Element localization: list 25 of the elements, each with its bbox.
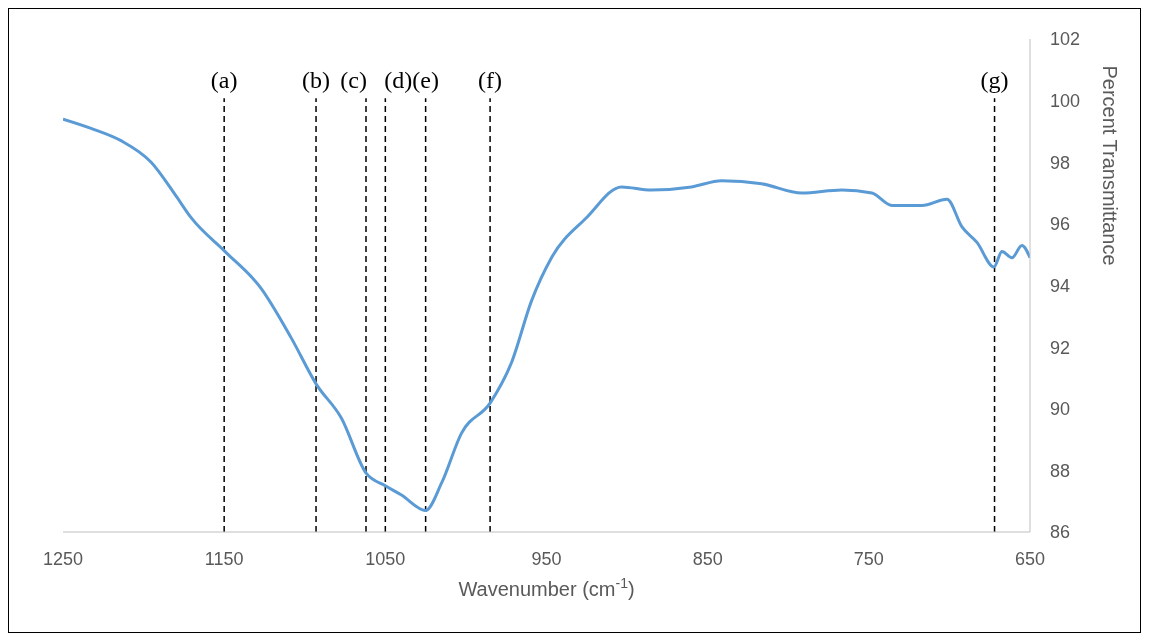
ref-line-label: (f): [478, 67, 503, 94]
ref-line-label: (g): [980, 67, 1009, 94]
y-tick-label: 94: [1050, 275, 1071, 296]
x-tick-label: 750: [853, 548, 884, 569]
x-tick-label: 1050: [365, 548, 406, 569]
x-tick-label: 1250: [42, 548, 84, 569]
ref-line-label: (a): [210, 67, 238, 94]
y-tick-label: 102: [1050, 29, 1081, 50]
y-tick-label: 90: [1050, 399, 1071, 420]
x-axis-title: Wavenumber (cm$^{-1}$): [458, 575, 635, 600]
y-tick-label: 92: [1050, 337, 1071, 358]
y-tick-label: 96: [1050, 214, 1071, 235]
y-tick-label: 88: [1050, 460, 1071, 481]
y-tick-label: 100: [1050, 91, 1081, 112]
ref-line-label: (b): [302, 67, 331, 94]
x-tick-label: 650: [1014, 548, 1046, 569]
x-tick-label: 850: [692, 548, 723, 569]
ref-line-label: (c): [340, 67, 367, 94]
y-tick-label: 98: [1050, 152, 1071, 173]
y-axis-title: Percent Transmittance: [1098, 65, 1121, 266]
ref-line-label: (e): [412, 67, 439, 94]
x-tick-label: 1150: [204, 548, 244, 569]
y-tick-label: 86: [1050, 522, 1071, 543]
ref-line-label: (d): [384, 67, 413, 94]
x-tick-label: 950: [531, 548, 562, 569]
